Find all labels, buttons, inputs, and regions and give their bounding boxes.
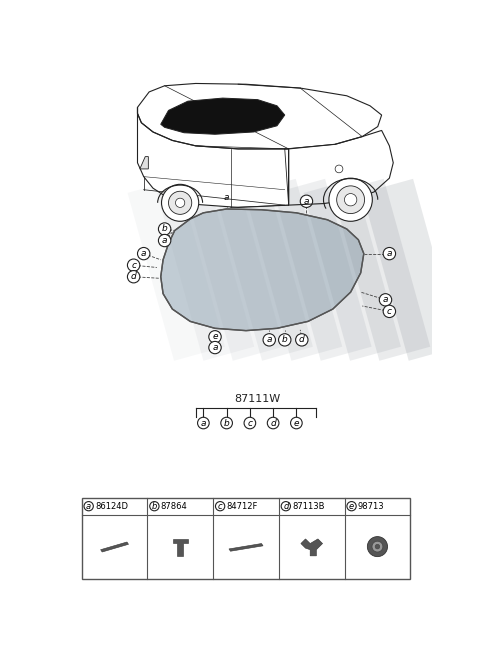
Circle shape <box>176 198 185 208</box>
FancyBboxPatch shape <box>82 498 410 579</box>
Circle shape <box>168 191 192 214</box>
Text: e: e <box>294 419 299 428</box>
Text: b: b <box>224 419 229 428</box>
Text: c: c <box>218 502 222 510</box>
Polygon shape <box>301 539 323 556</box>
Text: b: b <box>282 335 288 344</box>
Circle shape <box>379 294 392 306</box>
Circle shape <box>127 259 140 271</box>
Circle shape <box>137 248 150 260</box>
Text: d: d <box>131 272 136 281</box>
Text: a: a <box>386 249 392 258</box>
Text: c: c <box>387 307 392 316</box>
Circle shape <box>281 501 290 510</box>
Text: a: a <box>141 249 146 258</box>
Text: 84712F: 84712F <box>226 502 258 510</box>
Circle shape <box>278 334 291 346</box>
Text: a: a <box>201 419 206 428</box>
Circle shape <box>335 165 343 173</box>
Circle shape <box>290 417 302 429</box>
Circle shape <box>300 195 312 208</box>
Text: a: a <box>212 343 218 352</box>
Circle shape <box>221 417 232 429</box>
Circle shape <box>244 417 256 429</box>
Polygon shape <box>229 543 263 551</box>
Text: d: d <box>299 335 305 344</box>
Circle shape <box>263 334 276 346</box>
Text: c: c <box>247 419 252 428</box>
Circle shape <box>267 417 279 429</box>
Text: e: e <box>349 502 354 510</box>
Text: 87111W: 87111W <box>235 394 281 404</box>
Circle shape <box>158 235 171 246</box>
Circle shape <box>220 191 233 204</box>
Circle shape <box>372 541 383 552</box>
Text: e: e <box>212 332 218 341</box>
Text: 87113B: 87113B <box>292 502 324 510</box>
Circle shape <box>150 501 159 510</box>
Text: b: b <box>152 502 157 510</box>
Polygon shape <box>140 156 148 169</box>
Text: 86124D: 86124D <box>95 502 128 510</box>
Text: a: a <box>383 296 388 304</box>
Circle shape <box>367 537 387 556</box>
Text: 98713: 98713 <box>358 502 384 510</box>
Polygon shape <box>161 98 285 134</box>
Circle shape <box>329 178 372 221</box>
Text: c: c <box>131 261 136 269</box>
Text: a: a <box>162 236 168 245</box>
Circle shape <box>162 185 199 221</box>
Circle shape <box>375 544 380 549</box>
Circle shape <box>158 223 171 235</box>
Circle shape <box>336 186 365 214</box>
Circle shape <box>209 342 221 353</box>
Text: a: a <box>86 502 91 510</box>
Circle shape <box>383 306 396 317</box>
Text: a: a <box>304 196 309 206</box>
Text: d: d <box>283 502 288 510</box>
Polygon shape <box>137 107 288 208</box>
Polygon shape <box>101 542 129 552</box>
Circle shape <box>209 330 221 343</box>
Circle shape <box>198 417 209 429</box>
Text: 87864: 87864 <box>161 502 187 510</box>
Polygon shape <box>172 539 188 556</box>
Circle shape <box>347 501 356 510</box>
Circle shape <box>383 248 396 260</box>
Circle shape <box>84 501 93 510</box>
Text: d: d <box>270 419 276 428</box>
Circle shape <box>127 271 140 283</box>
Circle shape <box>216 501 225 510</box>
Circle shape <box>296 334 308 346</box>
Text: a: a <box>266 335 272 344</box>
Circle shape <box>345 194 357 206</box>
Text: a: a <box>224 193 229 202</box>
Polygon shape <box>161 209 364 330</box>
Text: b: b <box>162 225 168 233</box>
